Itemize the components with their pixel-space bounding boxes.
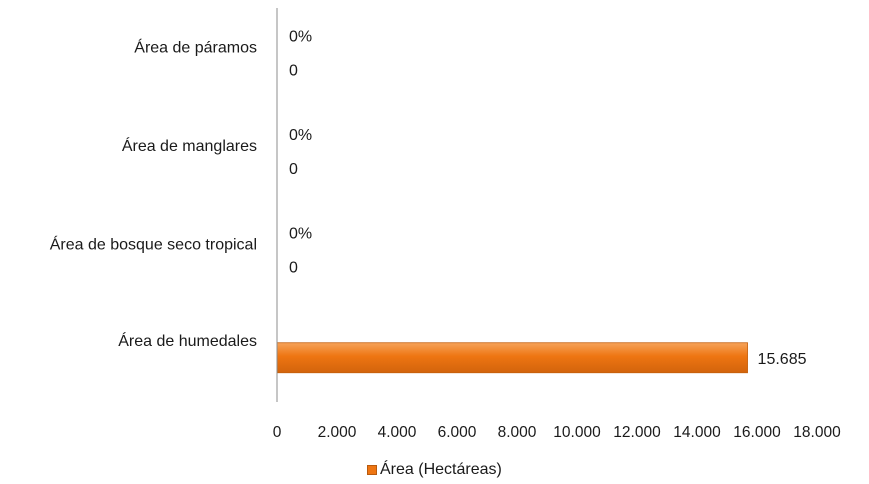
x-tick-label: 16.000	[733, 424, 781, 441]
percent-label: 0%	[289, 28, 312, 45]
legend-label: Área (Hectáreas)	[380, 461, 502, 478]
data-labels: 15.685 0% 0 0% 0 0% 0	[289, 28, 807, 368]
value-label: 0	[289, 161, 298, 178]
x-tick-label: 18.000	[793, 424, 841, 441]
bars	[276, 342, 748, 374]
category-label: Área de manglares	[122, 136, 257, 155]
category-labels: Área de humedales Área de bosque seco tro…	[50, 37, 257, 350]
value-label: 15.685	[758, 351, 807, 368]
x-tick-label: 12.000	[613, 424, 661, 441]
x-tick-label: 10.000	[553, 424, 601, 441]
category-label: Área de bosque seco tropical	[50, 234, 257, 253]
x-tick-label: 14.000	[673, 424, 721, 441]
x-tick-label: 0	[273, 424, 282, 441]
value-label: 0	[289, 62, 298, 79]
percent-label: 0%	[289, 127, 312, 144]
x-tick-label: 6.000	[438, 424, 477, 441]
x-tick-label: 8.000	[498, 424, 537, 441]
x-tick-label: 2.000	[318, 424, 357, 441]
legend: Área (Hectáreas)	[367, 460, 502, 480]
category-label: Área de páramos	[134, 37, 257, 56]
x-tick-label: 4.000	[378, 424, 417, 441]
legend-swatch	[367, 465, 377, 475]
category-label: Área de humedales	[118, 331, 257, 350]
bar	[276, 342, 748, 374]
percent-label: 0%	[289, 225, 312, 242]
value-label: 0	[289, 259, 298, 276]
x-tick-labels: 0 2.000 4.000 6.000 8.000 10.000 12.000 14.000 1…	[273, 424, 841, 441]
